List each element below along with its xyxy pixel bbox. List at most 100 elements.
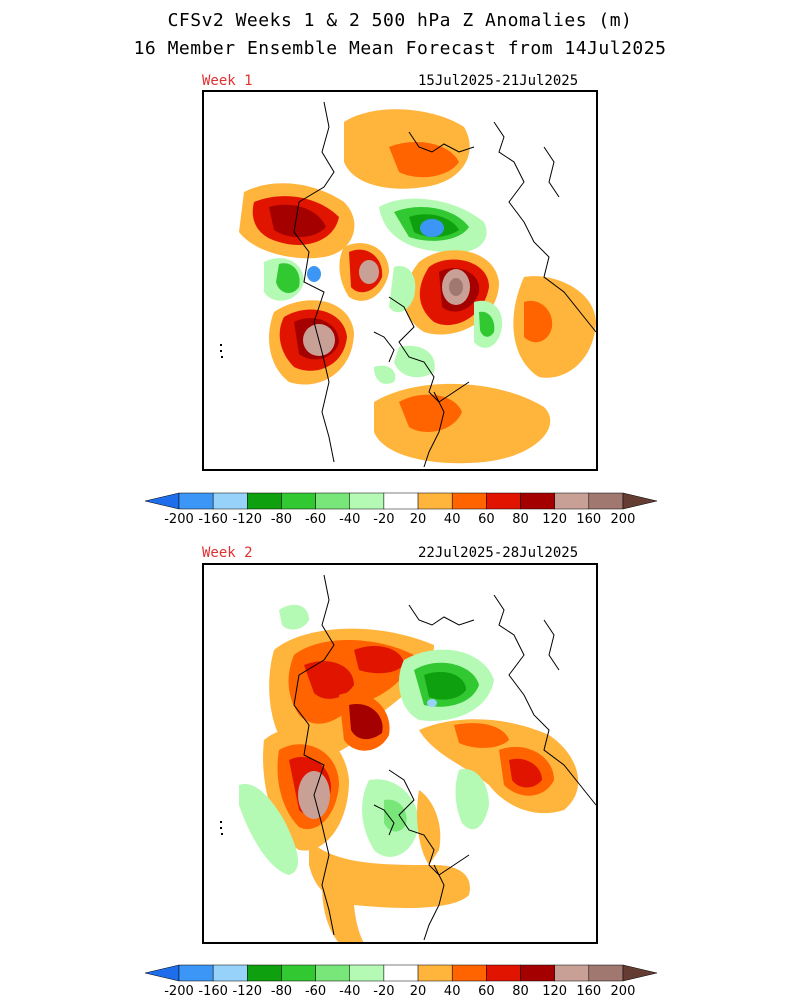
anomaly-contour [307, 266, 321, 282]
colorbar-segment [554, 964, 590, 982]
colorbar-tick-label: -20 [373, 984, 394, 999]
colorbar-segment [247, 964, 282, 982]
colorbar-segment [451, 492, 487, 510]
colorbar-tick-label: 200 [611, 984, 636, 999]
colorbar-segment [486, 492, 521, 510]
colorbar-segment [281, 964, 316, 982]
anomaly-contour [455, 769, 489, 830]
colorbar-segment [315, 964, 351, 982]
colorbar-tick-label: 160 [576, 984, 601, 999]
colorbar-tick-label: -80 [271, 512, 292, 527]
colorbar-segment [520, 492, 555, 510]
anomaly-contour [276, 263, 300, 294]
colorbar-arrow-low [144, 964, 180, 982]
colorbar-tick-label: 20 [410, 512, 427, 527]
colorbar-tick-label: 20 [410, 984, 427, 999]
anomaly-contour [454, 723, 509, 748]
colorbar-tick-label: -80 [271, 984, 292, 999]
colorbar-segment [383, 492, 419, 510]
colorbar-segment [383, 964, 419, 982]
colorbar-tick-label: -60 [305, 984, 326, 999]
anomaly-contour [389, 266, 416, 313]
anomaly-contour [389, 142, 459, 178]
colorbar-segments [178, 492, 624, 510]
colorbar-segment [554, 492, 590, 510]
colorbar-tick-label: 200 [611, 512, 636, 527]
colorbar-tick-labels: -200 -160 -120 -80 -60 -40 -20 20 40 60 80 120 160 20… [164, 512, 635, 527]
week-2-date-range: 22Jul2025-28Jul2025 [418, 545, 579, 561]
week-2-map [202, 563, 598, 944]
colorbar-arrow-high [622, 964, 658, 982]
anomaly-contour [427, 699, 437, 707]
colorbar-segment [212, 492, 248, 510]
colorbar-tick-label: -160 [198, 984, 228, 999]
colorbar-segment [178, 492, 214, 510]
colorbar-tick-label: -200 [164, 512, 194, 527]
anomaly-contour [239, 784, 299, 875]
colorbar-week-1: -200 -160 -120 -80 -60 -40 -20 20 40 60 80 120 160 20… [144, 492, 658, 527]
anomaly-contour [509, 758, 542, 788]
anomaly-contour [399, 394, 462, 432]
week-2-label: Week 2 [202, 545, 253, 561]
colorbar-tick-label: -40 [339, 512, 360, 527]
anomaly-contour [524, 300, 553, 343]
colorbar-tick-label: 60 [478, 984, 495, 999]
colorbar-tick-label: 120 [542, 984, 567, 999]
colorbar-segment [588, 492, 624, 510]
colorbar-week-2: -200 -160 -120 -80 -60 -40 -20 20 40 60 80 120 160 20… [144, 964, 658, 999]
anomaly-contour [322, 865, 364, 942]
anomaly-contour [374, 383, 551, 464]
anomaly-contour [384, 799, 407, 832]
anomaly-contour [279, 604, 309, 630]
colorbar-tick-label: 80 [512, 512, 529, 527]
colorbar-tick-label: 40 [444, 984, 461, 999]
week-1-anomaly-map [220, 101, 596, 468]
title-line-1: CFSv2 Weeks 1 & 2 500 hPa Z Anomalies (m… [167, 10, 633, 31]
colorbar-tick-label: 40 [444, 512, 461, 527]
colorbar-segment [417, 964, 453, 982]
colorbar-segment [247, 492, 282, 510]
colorbar-segment [417, 492, 453, 510]
colorbar-tick-label: -40 [339, 984, 360, 999]
colorbar-segment [349, 964, 385, 982]
colorbar-segment [281, 492, 316, 510]
anomaly-contour [374, 365, 396, 384]
colorbar-tick-label: -20 [373, 512, 394, 527]
colorbar-segment [451, 964, 487, 982]
colorbar-tick-label: 80 [512, 984, 529, 999]
coastlines [293, 101, 596, 468]
colorbar-segment [520, 964, 555, 982]
colorbar-tick-label: -160 [198, 512, 228, 527]
anomaly-contour [304, 661, 354, 699]
colorbar-tick-label: 160 [576, 512, 601, 527]
colorbar-tick-label: -200 [164, 984, 194, 999]
island-dots [220, 344, 223, 358]
colorbar-segment [212, 964, 248, 982]
anomaly-contour [349, 704, 383, 740]
colorbar-segment [588, 964, 624, 982]
island-dots [220, 821, 223, 835]
colorbar-segment [178, 964, 214, 982]
colorbar-tick-label: -120 [233, 512, 263, 527]
colorbar-arrow-low [144, 492, 180, 510]
anomaly-contour [449, 278, 463, 296]
anomaly-contour [269, 204, 326, 238]
week-1-label: Week 1 [202, 73, 253, 89]
anomaly-contour [424, 671, 466, 700]
colorbar-tick-label: -60 [305, 512, 326, 527]
anomaly-contour [417, 790, 441, 865]
colorbar-arrow-high [622, 492, 658, 510]
anomaly-contour [394, 345, 435, 378]
coastlines [293, 574, 596, 941]
week-2-anomaly-map [220, 574, 596, 942]
colorbar-tick-label: 60 [478, 512, 495, 527]
anomaly-contour [354, 645, 404, 674]
anomaly-contour [359, 260, 379, 284]
colorbar-tick-labels: -200 -160 -120 -80 -60 -40 -20 20 40 60 80 120 160 20… [164, 984, 635, 999]
colorbar-tick-label: 120 [542, 512, 567, 527]
colorbar-segments [178, 964, 624, 982]
anomaly-contour [420, 219, 444, 237]
anomaly-contour [479, 311, 495, 337]
week-1-map [202, 90, 598, 471]
colorbar-segment [315, 492, 351, 510]
